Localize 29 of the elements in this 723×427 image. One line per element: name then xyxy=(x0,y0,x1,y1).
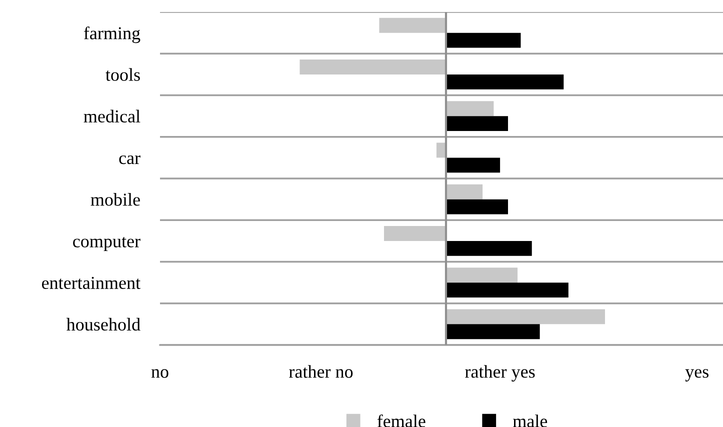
text: rather no xyxy=(289,365,353,378)
bar xyxy=(446,101,494,116)
bar xyxy=(446,268,518,283)
y-tick-label: household xyxy=(66,318,140,331)
text: yes xyxy=(685,369,708,382)
bar xyxy=(446,282,568,298)
y-tick-label: farming xyxy=(84,26,140,44)
bar xyxy=(384,226,446,241)
bar xyxy=(446,184,483,200)
bar xyxy=(446,32,521,48)
text: rather yes xyxy=(465,365,535,382)
bar xyxy=(446,199,508,214)
bar xyxy=(446,309,605,324)
bar xyxy=(446,158,500,173)
y-tick-label: tools xyxy=(106,68,140,81)
y-tick-label: car xyxy=(119,155,140,164)
bar xyxy=(446,74,564,90)
bar xyxy=(300,59,446,74)
bar xyxy=(379,18,446,33)
y-tick-label: computer xyxy=(73,237,140,252)
bar xyxy=(446,324,540,340)
y-tick-label: medical xyxy=(84,110,140,123)
bar xyxy=(446,116,508,132)
bar xyxy=(446,240,532,256)
legend-label: male xyxy=(512,414,548,427)
y-tick-label: entertainment xyxy=(42,276,140,290)
text: no xyxy=(151,369,168,378)
y-tick-label: mobile xyxy=(90,193,140,206)
legend-label: female xyxy=(377,414,426,427)
